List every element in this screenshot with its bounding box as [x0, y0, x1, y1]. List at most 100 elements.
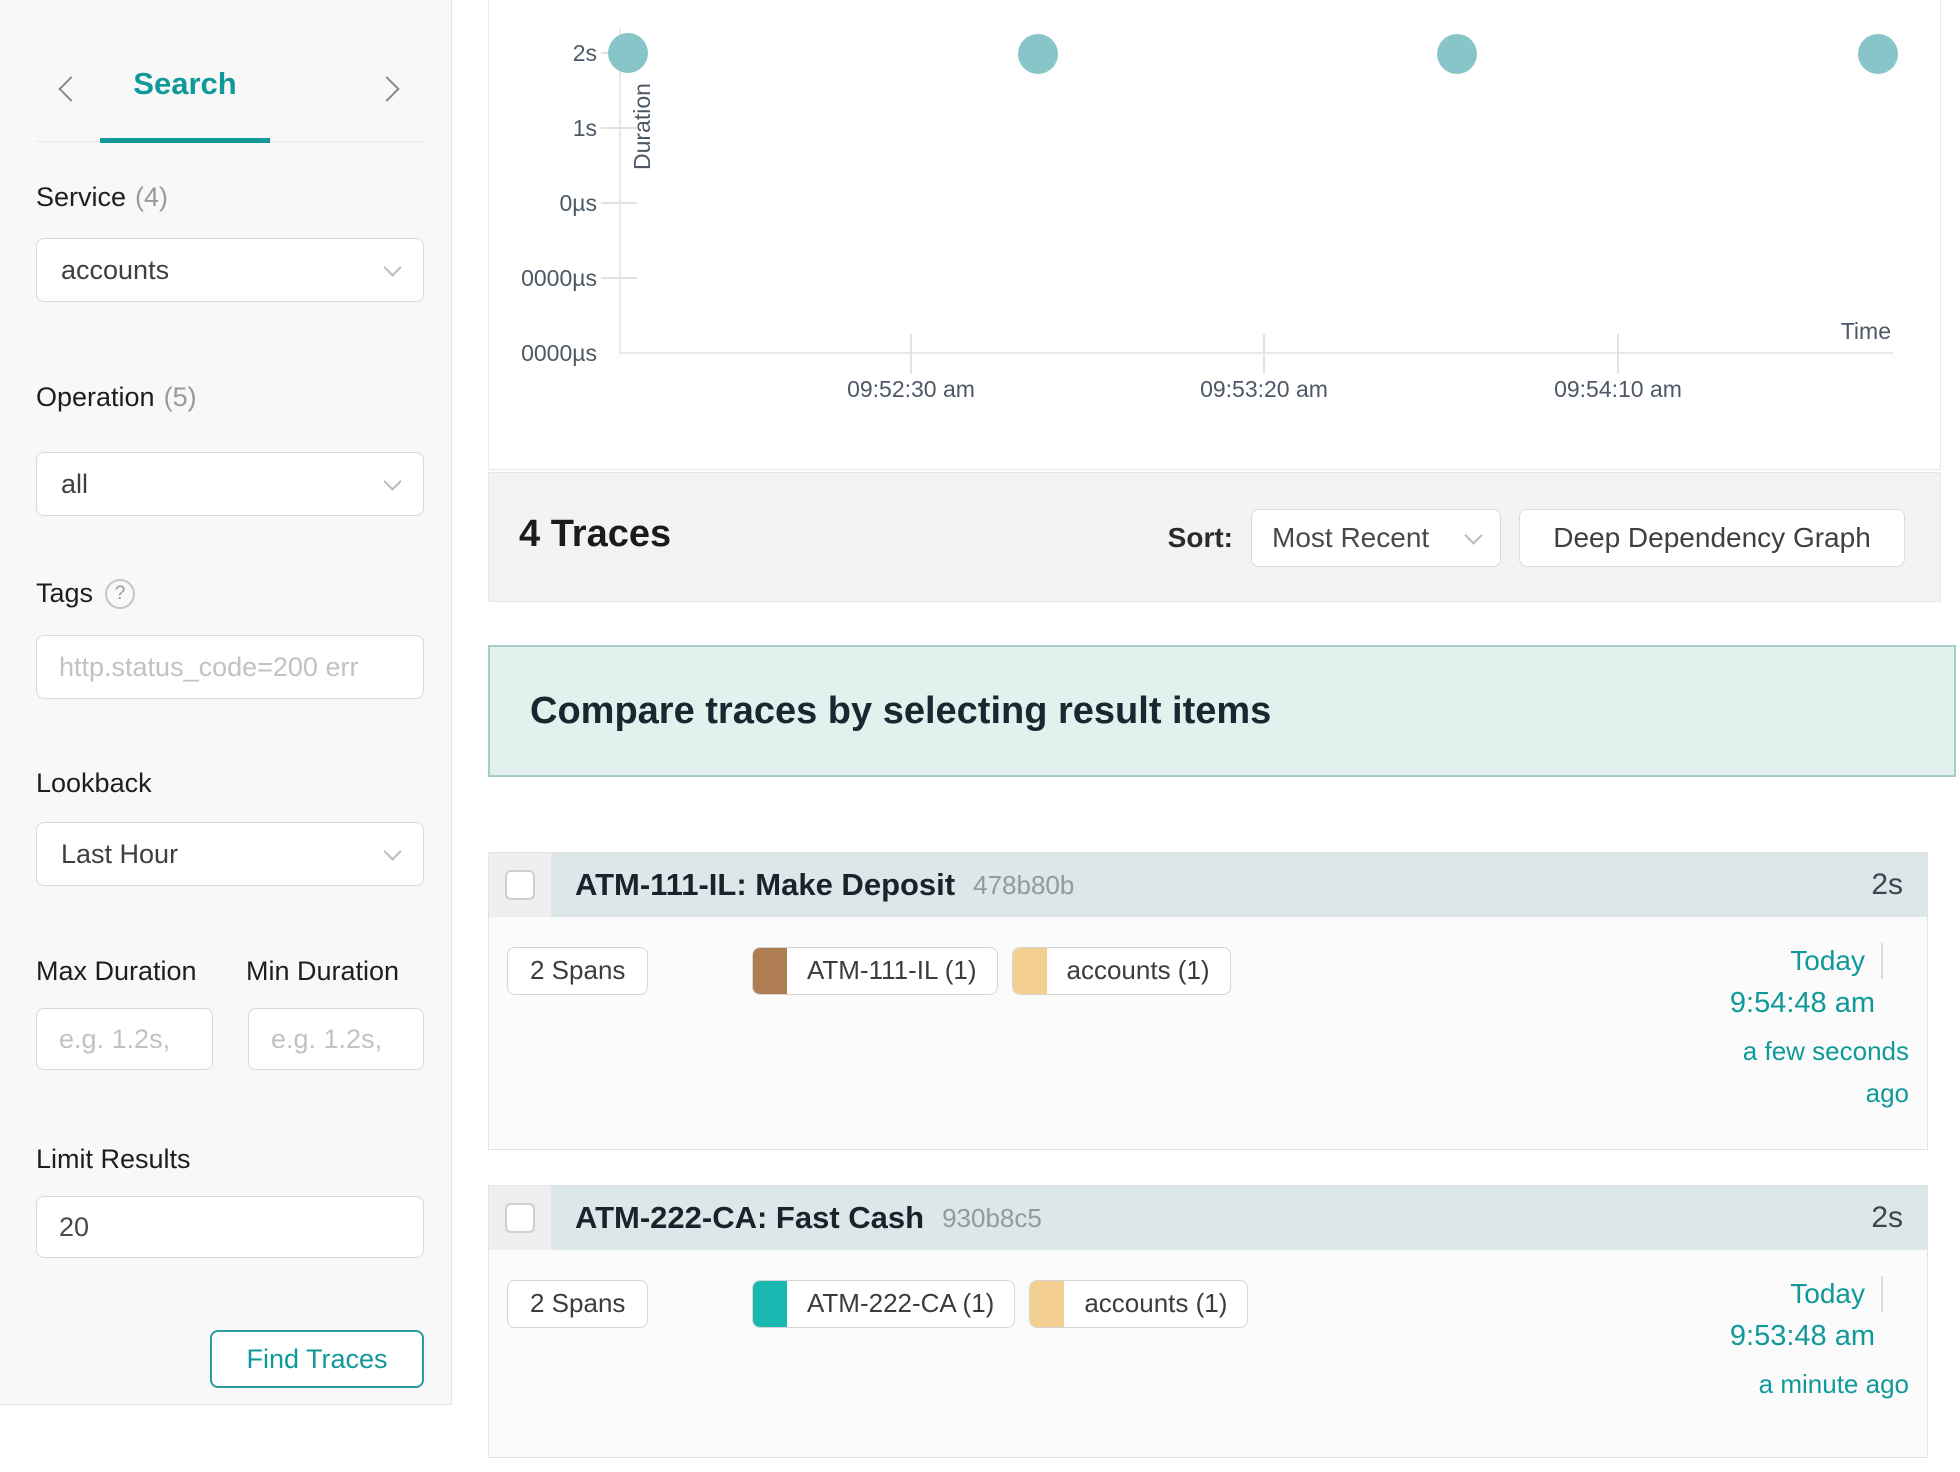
service-tag: ATM-222-CA (1)	[752, 1280, 1016, 1328]
limit-results-input[interactable]	[36, 1196, 424, 1258]
trace-card-body: 2 Spans ATM-111-IL (1) accounts (1) Toda…	[489, 917, 1927, 1149]
max-duration-input[interactable]	[36, 1008, 213, 1070]
chevron-down-icon	[383, 258, 402, 277]
results-bar: 4 Traces Sort: Most Recent Deep Dependen…	[488, 472, 1941, 602]
service-tag: accounts (1)	[1029, 1280, 1249, 1328]
service-tag-label: accounts (1)	[1066, 955, 1210, 985]
trace-relative-time: a few seconds ago	[1742, 1036, 1909, 1108]
service-select[interactable]: accounts	[36, 238, 424, 302]
trace-duration: 2s	[1871, 868, 1903, 901]
help-icon[interactable]: ?	[105, 578, 136, 609]
chevron-left-icon[interactable]	[58, 76, 84, 102]
service-select-value: accounts	[61, 254, 170, 285]
service-tag-label: ATM-111-IL (1)	[807, 955, 977, 985]
results-bar-controls: Sort: Most Recent Deep Dependency Graph	[1168, 509, 1905, 567]
operation-label-text: Operation	[36, 382, 155, 412]
limit-results-label: Limit Results	[36, 1144, 191, 1175]
y-tick	[601, 202, 637, 204]
compare-banner: Compare traces by selecting result items	[488, 645, 1956, 777]
service-label-text: Service	[36, 182, 127, 212]
trace-id: 930b8c5	[942, 1202, 1042, 1233]
compare-banner-text: Compare traces by selecting result items	[530, 689, 1272, 732]
trace-card-header[interactable]: ATM-222-CA: Fast Cash 930b8c5 2s	[489, 1186, 1927, 1250]
x-tick	[1263, 334, 1265, 374]
trace-select-checkbox[interactable]	[505, 1203, 535, 1233]
y-tick-label: 2s	[572, 40, 597, 66]
y-tick-label: 0000µs	[521, 265, 597, 291]
chevron-down-icon	[383, 842, 402, 861]
y-tick-label: 1s	[572, 115, 597, 141]
trace-relative-time: a minute ago	[1758, 1369, 1909, 1399]
y-tick-label: 0000µs	[521, 340, 597, 366]
service-tags-row: ATM-222-CA (1) accounts (1)	[752, 1280, 1249, 1328]
trace-dot[interactable]	[1437, 34, 1477, 74]
max-duration-label: Max Duration	[36, 956, 197, 987]
tab-search[interactable]: Search	[133, 66, 237, 101]
lookback-select-value: Last Hour	[61, 838, 179, 869]
trace-dot[interactable]	[1858, 34, 1898, 74]
service-tag-label: accounts (1)	[1084, 1288, 1228, 1318]
y-axis-line	[619, 28, 621, 354]
trace-result-card: ATM-111-IL: Make Deposit 478b80b 2s 2 Sp…	[488, 852, 1928, 1150]
sort-label: Sort:	[1167, 522, 1233, 553]
operation-count: (5)	[163, 382, 197, 412]
deep-dependency-graph-button[interactable]: Deep Dependency Graph	[1519, 509, 1905, 567]
search-sidebar: Search Service (4) accounts Operation (5…	[0, 0, 452, 1405]
trace-card-header-main: ATM-111-IL: Make Deposit 478b80b 2s	[551, 853, 1927, 917]
lookback-label-text: Lookback	[36, 768, 152, 798]
x-tick-label: 09:53:20 am	[1200, 376, 1328, 402]
operation-label: Operation (5)	[36, 382, 197, 413]
trace-card-header-main: ATM-222-CA: Fast Cash 930b8c5 2s	[551, 1186, 1927, 1250]
trace-time-column: Today 9:53:48 am a minute ago	[1730, 1276, 1909, 1405]
min-duration-label-text: Min Duration	[246, 956, 400, 986]
service-color-swatch	[753, 1281, 787, 1327]
trace-time-column: Today 9:54:48 am a few seconds ago	[1727, 943, 1909, 1114]
trace-date-row: Today	[1790, 1276, 1909, 1312]
tags-input[interactable]	[36, 635, 424, 699]
find-traces-button[interactable]: Find Traces	[210, 1330, 424, 1388]
chevron-right-icon[interactable]	[374, 76, 400, 102]
divider	[1881, 1276, 1883, 1312]
operation-select-value: all	[61, 468, 89, 499]
sort-select-value: Most Recent	[1272, 522, 1430, 553]
trace-card-header[interactable]: ATM-111-IL: Make Deposit 478b80b 2s	[489, 853, 1927, 917]
trace-title[interactable]: ATM-111-IL: Make Deposit	[575, 867, 956, 902]
checkbox-cell	[489, 1186, 551, 1250]
service-tags-row: ATM-111-IL (1) accounts (1)	[752, 947, 1231, 995]
duration-scatter-plot: 2s 1s 0µs 0000µs 0000µs 09:52:30 am 09:5…	[488, 0, 1941, 470]
trace-date-row: Today	[1790, 943, 1909, 979]
trace-select-checkbox[interactable]	[505, 870, 535, 900]
operation-select[interactable]: all	[36, 452, 424, 516]
trace-count: 4 Traces	[519, 513, 672, 555]
service-tag-label: ATM-222-CA (1)	[807, 1288, 995, 1318]
active-tab-indicator	[100, 138, 270, 143]
min-duration-input[interactable]	[248, 1008, 424, 1070]
trace-date: Today	[1790, 945, 1865, 976]
tags-label: Tags ?	[36, 578, 136, 609]
y-tick-label: 0µs	[559, 190, 597, 216]
lookback-label: Lookback	[36, 768, 152, 799]
trace-dot[interactable]	[608, 33, 648, 73]
lookback-select[interactable]: Last Hour	[36, 822, 424, 886]
sort-select[interactable]: Most Recent	[1251, 509, 1501, 567]
service-tag: accounts (1)	[1011, 947, 1231, 995]
trace-title[interactable]: ATM-222-CA: Fast Cash	[575, 1200, 925, 1235]
trace-duration: 2s	[1871, 1201, 1903, 1234]
trace-timestamp: 9:54:48 am	[1729, 987, 1875, 1019]
span-count-pill: 2 Spans	[507, 1280, 649, 1328]
service-tag: ATM-111-IL (1)	[752, 947, 998, 995]
limit-results-label-text: Limit Results	[36, 1144, 191, 1174]
min-duration-label: Min Duration	[246, 956, 399, 987]
divider	[1881, 943, 1883, 979]
y-tick	[601, 127, 637, 129]
chevron-down-icon	[383, 472, 402, 491]
trace-result-card: ATM-222-CA: Fast Cash 930b8c5 2s 2 Spans…	[488, 1185, 1928, 1458]
trace-id: 478b80b	[973, 869, 1075, 900]
x-tick	[910, 334, 912, 374]
service-color-swatch	[1012, 948, 1047, 994]
chevron-down-icon	[1464, 526, 1483, 545]
trace-dot[interactable]	[1018, 34, 1058, 74]
x-tick	[1617, 334, 1619, 374]
span-count-pill: 2 Spans	[507, 947, 649, 995]
